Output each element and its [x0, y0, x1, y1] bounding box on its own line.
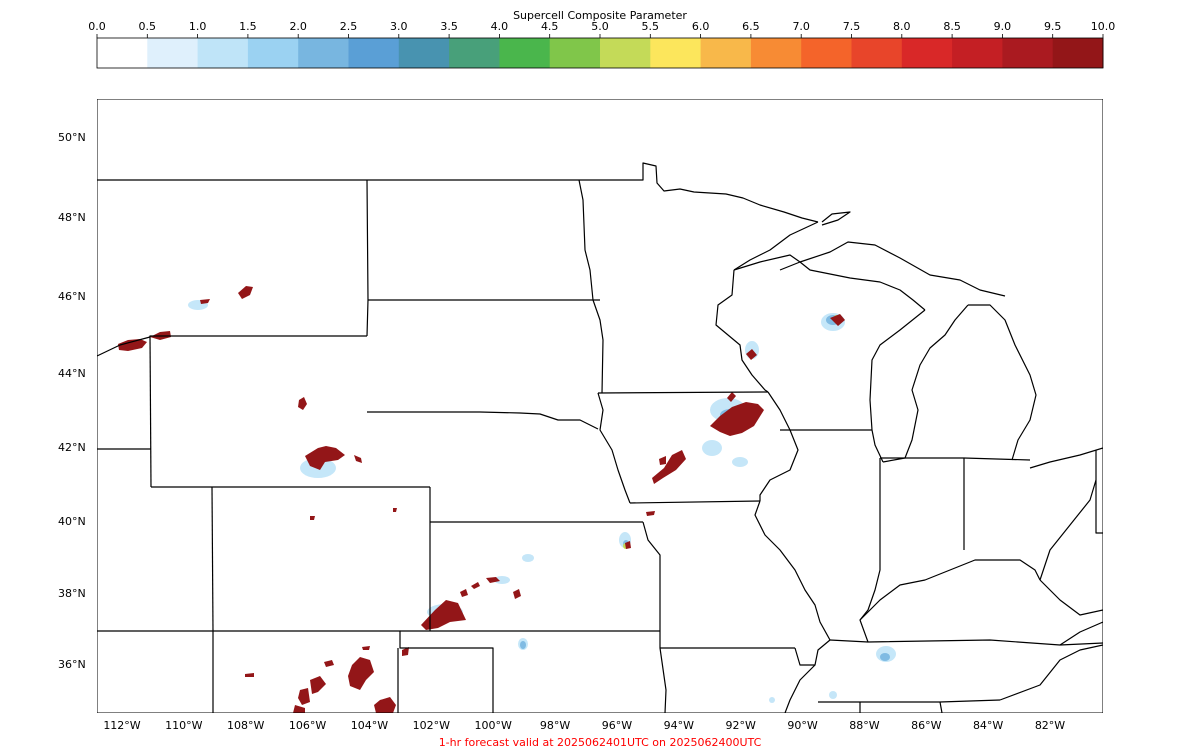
- colorbar-tick-label: 3.0: [390, 20, 408, 33]
- colorbar-tick-label: 0.5: [138, 20, 157, 33]
- longitude-label: 100°W: [474, 719, 512, 732]
- colorbar-tick-label: 7.5: [842, 20, 861, 33]
- colorbar-swatch: [1002, 38, 1054, 68]
- colorbar-swatch: [348, 38, 400, 68]
- colorbar-swatch: [750, 38, 802, 68]
- longitude-label: 96°W: [601, 719, 633, 732]
- colorbar-tick-label: 6.0: [691, 20, 710, 33]
- colorbar-tick-label: 9.0: [993, 20, 1012, 33]
- colorbar-tick-label: 4.5: [540, 20, 559, 33]
- colorbar-swatch: [650, 38, 702, 68]
- longitude-label: 110°W: [165, 719, 203, 732]
- latitude-label: 40°N: [58, 515, 86, 528]
- latitude-label: 38°N: [58, 587, 86, 600]
- longitude-label: 92°W: [725, 719, 756, 732]
- map-frame: [97, 99, 1103, 713]
- colorbar-tick-label: 8.5: [943, 20, 961, 33]
- longitude-label: 90°W: [787, 719, 818, 732]
- latitude-label: 48°N: [58, 211, 86, 224]
- colorbar-swatch: [700, 38, 752, 68]
- latitude-label: 36°N: [58, 658, 86, 671]
- colorbar-swatch: [801, 38, 852, 68]
- colorbar-swatch: [549, 38, 601, 68]
- colorbar-swatch: [952, 38, 1003, 68]
- longitude-label: 104°W: [350, 719, 389, 732]
- colorbar-tick-label: 0.0: [88, 20, 106, 33]
- colorbar-swatch: [97, 38, 148, 68]
- colorbar-tick-label: 8.0: [893, 20, 911, 33]
- longitude-label: 112°W: [103, 719, 141, 732]
- longitude-label: 86°W: [911, 719, 942, 732]
- latitude-label: 46°N: [58, 290, 86, 303]
- latitude-label: 50°N: [58, 131, 86, 144]
- colorbar-tick-label: 7.0: [792, 20, 810, 33]
- colorbar-swatch: [398, 38, 450, 68]
- longitude-label: 84°W: [972, 719, 1004, 732]
- colorbar-tick-label: 5.5: [641, 20, 660, 33]
- colorbar-tick-label: 4.0: [490, 20, 509, 33]
- colorbar-swatch: [247, 38, 299, 68]
- colorbar-tick-label: 5.0: [591, 20, 609, 33]
- longitude-label: 88°W: [849, 719, 880, 732]
- forecast-valid-footer: 1-hr forecast valid at 2025062401UTC on …: [438, 736, 762, 749]
- colorbar-tick-label: 6.5: [742, 20, 760, 33]
- border-layer: [97, 162, 1103, 713]
- colorbar: [96, 34, 1104, 69]
- colorbar-tick-label: 9.5: [1043, 20, 1062, 33]
- longitude-label: 108°W: [227, 719, 265, 732]
- longitude-label: 98°W: [539, 719, 571, 732]
- colorbar-tick-label: 3.5: [440, 20, 458, 33]
- colorbar-swatch: [499, 38, 551, 68]
- colorbar-swatch: [197, 38, 249, 68]
- colorbar-swatch: [1052, 38, 1104, 68]
- colorbar-swatch: [901, 38, 953, 68]
- colorbar-swatch: [851, 38, 903, 68]
- colorbar-swatch: [147, 38, 199, 68]
- longitude-label: 94°W: [663, 719, 694, 732]
- colorbar-title: Supercell Composite Parameter: [513, 9, 687, 22]
- colorbar-tick-label: 2.0: [289, 20, 307, 33]
- latitude-label: 44°N: [58, 367, 86, 380]
- colorbar-swatch: [600, 38, 651, 68]
- scp-field-layer: [118, 286, 896, 713]
- colorbar-tick-label: 1.0: [188, 20, 207, 33]
- colorbar-tick-label: 1.5: [239, 20, 257, 33]
- colorbar-swatch: [449, 38, 500, 68]
- longitude-label: 106°W: [288, 719, 327, 732]
- colorbar-swatch: [298, 38, 349, 68]
- latitude-label: 42°N: [58, 441, 86, 454]
- colorbar-tick-label: 2.5: [339, 20, 358, 33]
- colorbar-tick-label: 10.0: [1090, 20, 1116, 33]
- longitude-label: 82°W: [1034, 719, 1066, 732]
- longitude-label: 102°W: [412, 719, 451, 732]
